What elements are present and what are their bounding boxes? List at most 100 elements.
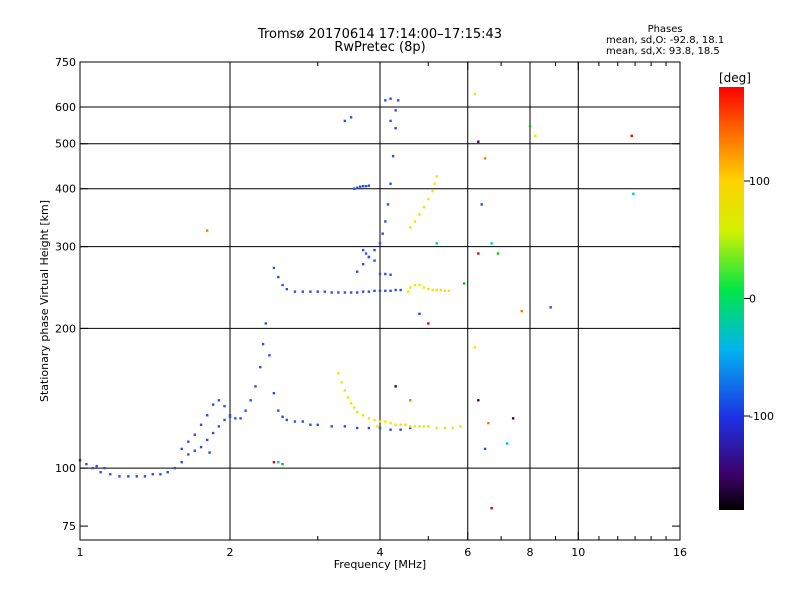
data-point xyxy=(301,290,305,293)
data-point xyxy=(391,154,395,158)
data-point xyxy=(389,428,392,431)
data-point xyxy=(323,290,327,293)
data-point xyxy=(127,475,130,478)
data-point xyxy=(361,184,365,188)
x-tick-label: 10 xyxy=(571,546,585,559)
data-point xyxy=(384,99,387,102)
data-point xyxy=(118,475,121,478)
data-point xyxy=(367,255,371,259)
data-point xyxy=(208,451,211,454)
data-point xyxy=(409,426,412,430)
data-point xyxy=(435,288,438,292)
data-point xyxy=(293,420,297,423)
data-point xyxy=(349,116,353,119)
data-point xyxy=(364,184,368,188)
data-point xyxy=(435,426,438,430)
data-point xyxy=(399,428,402,431)
data-point xyxy=(259,365,262,369)
y-tick-label: 300 xyxy=(55,241,76,254)
data-point xyxy=(277,409,280,412)
data-point xyxy=(223,404,226,408)
data-point xyxy=(384,220,387,223)
data-point xyxy=(99,470,102,474)
x-tick-label: 8 xyxy=(527,546,534,559)
data-point xyxy=(459,425,462,428)
data-point xyxy=(199,423,203,426)
data-point xyxy=(355,291,359,294)
data-point xyxy=(378,242,382,245)
data-point xyxy=(301,420,305,423)
data-point xyxy=(378,420,382,423)
y-tick-label: 600 xyxy=(55,101,76,114)
data-point xyxy=(418,312,421,316)
data-point xyxy=(211,403,215,406)
data-point xyxy=(239,417,242,420)
data-point xyxy=(355,426,359,430)
data-point xyxy=(361,248,365,252)
phases-legend: Phases mean, sd,O: -92.8, 18.1 mean, sd,… xyxy=(606,24,724,57)
data-point xyxy=(427,287,430,291)
data-point xyxy=(361,290,365,293)
data-point xyxy=(316,423,319,426)
data-point xyxy=(373,259,376,262)
data-point xyxy=(211,431,215,435)
data-point xyxy=(373,248,376,252)
data-point xyxy=(193,433,197,436)
data-point xyxy=(462,282,466,285)
colorbar-tick-label: 0 xyxy=(749,293,756,306)
data-point xyxy=(277,460,280,464)
data-point xyxy=(520,309,523,313)
chart-subtitle: RwPretec (8p) xyxy=(334,40,426,55)
data-point xyxy=(409,425,412,428)
data-point xyxy=(234,417,237,420)
data-point xyxy=(349,401,353,405)
data-point xyxy=(473,346,477,349)
data-point xyxy=(496,252,500,255)
data-point xyxy=(228,414,232,417)
colorbar-label: [deg] xyxy=(719,71,751,85)
data-point xyxy=(343,425,347,428)
data-point xyxy=(439,288,443,292)
x-tick-label: 6 xyxy=(464,546,471,559)
data-point xyxy=(217,399,221,402)
data-point xyxy=(528,125,532,128)
y-axis-label: Stationary phase Virtual Height [km] xyxy=(38,200,51,402)
data-point xyxy=(431,190,434,193)
y-tick-label: 200 xyxy=(55,322,76,335)
y-tick-label: 100 xyxy=(55,462,76,475)
data-point xyxy=(418,425,421,428)
data-point xyxy=(409,286,412,289)
data-point xyxy=(187,440,190,443)
data-point xyxy=(180,447,183,451)
data-point xyxy=(384,289,387,293)
data-point xyxy=(367,184,371,187)
data-point xyxy=(373,418,376,422)
data-point xyxy=(367,417,371,420)
colorbar-tick-label: 100 xyxy=(749,175,770,188)
data-point xyxy=(199,445,203,449)
data-point xyxy=(386,203,390,206)
data-point xyxy=(477,399,480,402)
data-point xyxy=(632,192,635,196)
data-point xyxy=(404,423,407,426)
data-point xyxy=(95,464,98,468)
data-point xyxy=(394,423,397,426)
data-point xyxy=(352,406,356,409)
data-point xyxy=(422,425,426,428)
data-point xyxy=(389,97,392,100)
data-point xyxy=(268,354,271,357)
data-point xyxy=(352,187,356,190)
data-point xyxy=(277,275,280,279)
data-point xyxy=(367,426,371,430)
data-point xyxy=(358,185,362,188)
data-point xyxy=(384,272,387,276)
data-point xyxy=(309,290,312,293)
data-point xyxy=(549,306,552,309)
data-point xyxy=(349,291,353,294)
data-point xyxy=(394,127,397,130)
data-point xyxy=(109,473,112,476)
data-point xyxy=(427,322,430,325)
y-tick-label: 400 xyxy=(55,183,76,196)
data-point xyxy=(217,425,221,428)
